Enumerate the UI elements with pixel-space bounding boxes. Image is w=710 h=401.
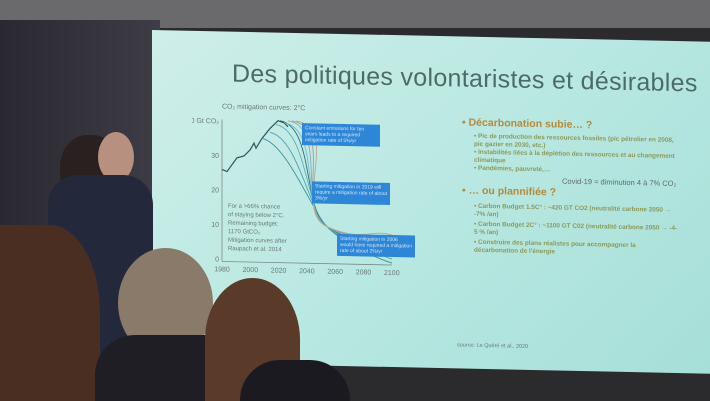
annotation-line: Remaining budget: <box>228 221 279 228</box>
bullet-item: • Carbon Budget 2C° : ~1100 GT C02 (neut… <box>474 220 678 236</box>
tick-label: 2020 <box>271 267 287 274</box>
y-tick-labels: 40 Gt CO₂ 30 20 10 0 <box>192 118 219 264</box>
covid-note: Covid-19 = diminution 4 à 7% CO₂ <box>562 176 677 188</box>
projected-slide: Des politiques volontaristes et désirabl… <box>152 30 710 374</box>
tick-label: 10 <box>211 222 219 229</box>
annotation-line: of staying below 2°C. <box>228 212 285 219</box>
section-heading: • … ou plannifiée ? <box>462 184 557 199</box>
chart-callout: Constant emissions for ten years leads t… <box>302 123 380 147</box>
audience-head-left <box>0 225 100 401</box>
tick-label: 20 <box>211 187 219 194</box>
x-tick-labels: 1980 2000 2020 2040 2060 2080 2100 <box>214 266 399 277</box>
tick-label: 2100 <box>384 270 400 277</box>
tick-label: 2000 <box>243 267 259 274</box>
chart-callout: Starting mitigation in 2006 would have r… <box>337 233 415 258</box>
tick-label: 0 <box>215 256 219 263</box>
tick-label: 1980 <box>214 266 230 273</box>
audience-body-right <box>240 360 350 401</box>
bullet-item: • Construire des plans réalistes pour ac… <box>474 238 636 255</box>
section-heading: • Décarbonation subie… ? <box>462 116 593 132</box>
annotation-line: Mitigation curves after <box>228 238 287 245</box>
annotation-line: 1170 GtCO₂ <box>228 229 261 236</box>
chart-callout: Starting mitigation in 2019 will require… <box>312 181 390 205</box>
bullet-text: • Décarbonation subie… ? • Pic de product… <box>152 30 710 254</box>
slide-title: Des politiques volontaristes et désirabl… <box>232 59 698 98</box>
annotation-line: For a >66% chance <box>228 204 281 211</box>
tick-label: 30 <box>211 153 219 160</box>
source-text: source: Le Quéré et al., 2020 <box>457 342 529 350</box>
bullet-item: • Carbon Budget 1.5C° : ~420 GT CO2 (neu… <box>474 202 672 218</box>
tick-label: 2060 <box>327 269 343 276</box>
presenter-face <box>98 132 134 182</box>
x-axis <box>222 261 392 266</box>
callouts: Constant emissions for ten years leads t… <box>152 30 710 258</box>
tick-label: 40 Gt CO₂ <box>192 118 219 126</box>
tick-label: 2040 <box>299 268 315 275</box>
annotation-line: Raupach et al. 2014 <box>228 246 282 253</box>
tick-label: 2080 <box>356 269 372 276</box>
historical-emissions-line <box>221 119 289 173</box>
